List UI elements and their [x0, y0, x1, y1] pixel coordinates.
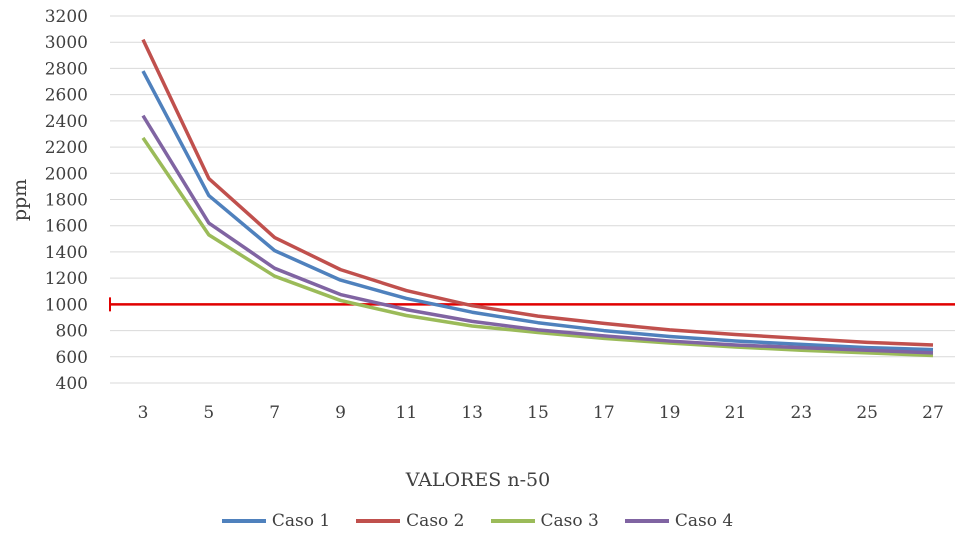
- y-tick-label: 800: [56, 322, 88, 342]
- x-tick-label: 23: [791, 403, 813, 423]
- y-tick-label: 1000: [45, 295, 88, 315]
- legend-label: Caso 3: [541, 511, 599, 531]
- x-tick-label: 13: [461, 403, 483, 423]
- legend-label: Caso 4: [675, 511, 733, 531]
- legend-item: Caso 4: [625, 511, 733, 531]
- x-tick-label: 17: [593, 403, 615, 423]
- x-tick-label: 15: [527, 403, 549, 423]
- line-chart: 400 600 800 1000 1200 1400 1600 1800 2000 2200 240…: [0, 0, 955, 505]
- x-tick-label: 19: [659, 403, 681, 423]
- x-tick-label: 3: [138, 403, 149, 423]
- legend-label: Caso 2: [406, 511, 464, 531]
- y-tick-label: 1800: [45, 191, 88, 211]
- chart-legend: Caso 1 Caso 2 Caso 3 Caso 4: [0, 506, 955, 536]
- legend-item: Caso 1: [222, 511, 330, 531]
- legend-label: Caso 1: [272, 511, 330, 531]
- legend-item: Caso 2: [356, 511, 464, 531]
- x-tick-label: 27: [922, 403, 944, 423]
- y-tick-label: 2000: [45, 164, 88, 184]
- y-tick-label: 400: [56, 374, 88, 394]
- y-tick-label: 2600: [45, 86, 88, 106]
- reference-line-group: [110, 297, 955, 311]
- series-line-caso-2: [143, 40, 933, 345]
- y-tick-label: 3000: [45, 33, 88, 53]
- legend-swatch: [222, 519, 266, 523]
- x-axis-ticks: 3 5 7 9 11 13 15 17 19 21 23 25 27: [138, 403, 944, 423]
- y-tick-label: 3200: [45, 7, 88, 27]
- y-tick-label: 1600: [45, 217, 88, 237]
- x-tick-label: 5: [203, 403, 214, 423]
- y-tick-label: 2800: [45, 59, 88, 79]
- y-tick-label: 2200: [45, 138, 88, 158]
- y-axis-title: ppm: [9, 179, 31, 221]
- x-tick-label: 9: [335, 403, 346, 423]
- x-tick-label: 21: [725, 403, 747, 423]
- legend-swatch: [491, 519, 535, 523]
- y-tick-label: 2400: [45, 112, 88, 132]
- series-lines: [143, 40, 933, 356]
- legend-swatch: [356, 519, 400, 523]
- x-tick-label: 25: [856, 403, 878, 423]
- y-tick-label: 1200: [45, 269, 88, 289]
- x-tick-label: 11: [396, 403, 418, 423]
- y-axis-ticks: 400 600 800 1000 1200 1400 1600 1800 2000 2200 240…: [45, 7, 88, 394]
- legend-swatch: [625, 519, 669, 523]
- legend-item: Caso 3: [491, 511, 599, 531]
- x-axis-title: VALORES n-50: [405, 469, 550, 491]
- x-tick-label: 7: [269, 403, 280, 423]
- y-tick-label: 600: [56, 348, 88, 368]
- series-line-caso-1: [143, 71, 933, 350]
- y-tick-label: 1400: [45, 243, 88, 263]
